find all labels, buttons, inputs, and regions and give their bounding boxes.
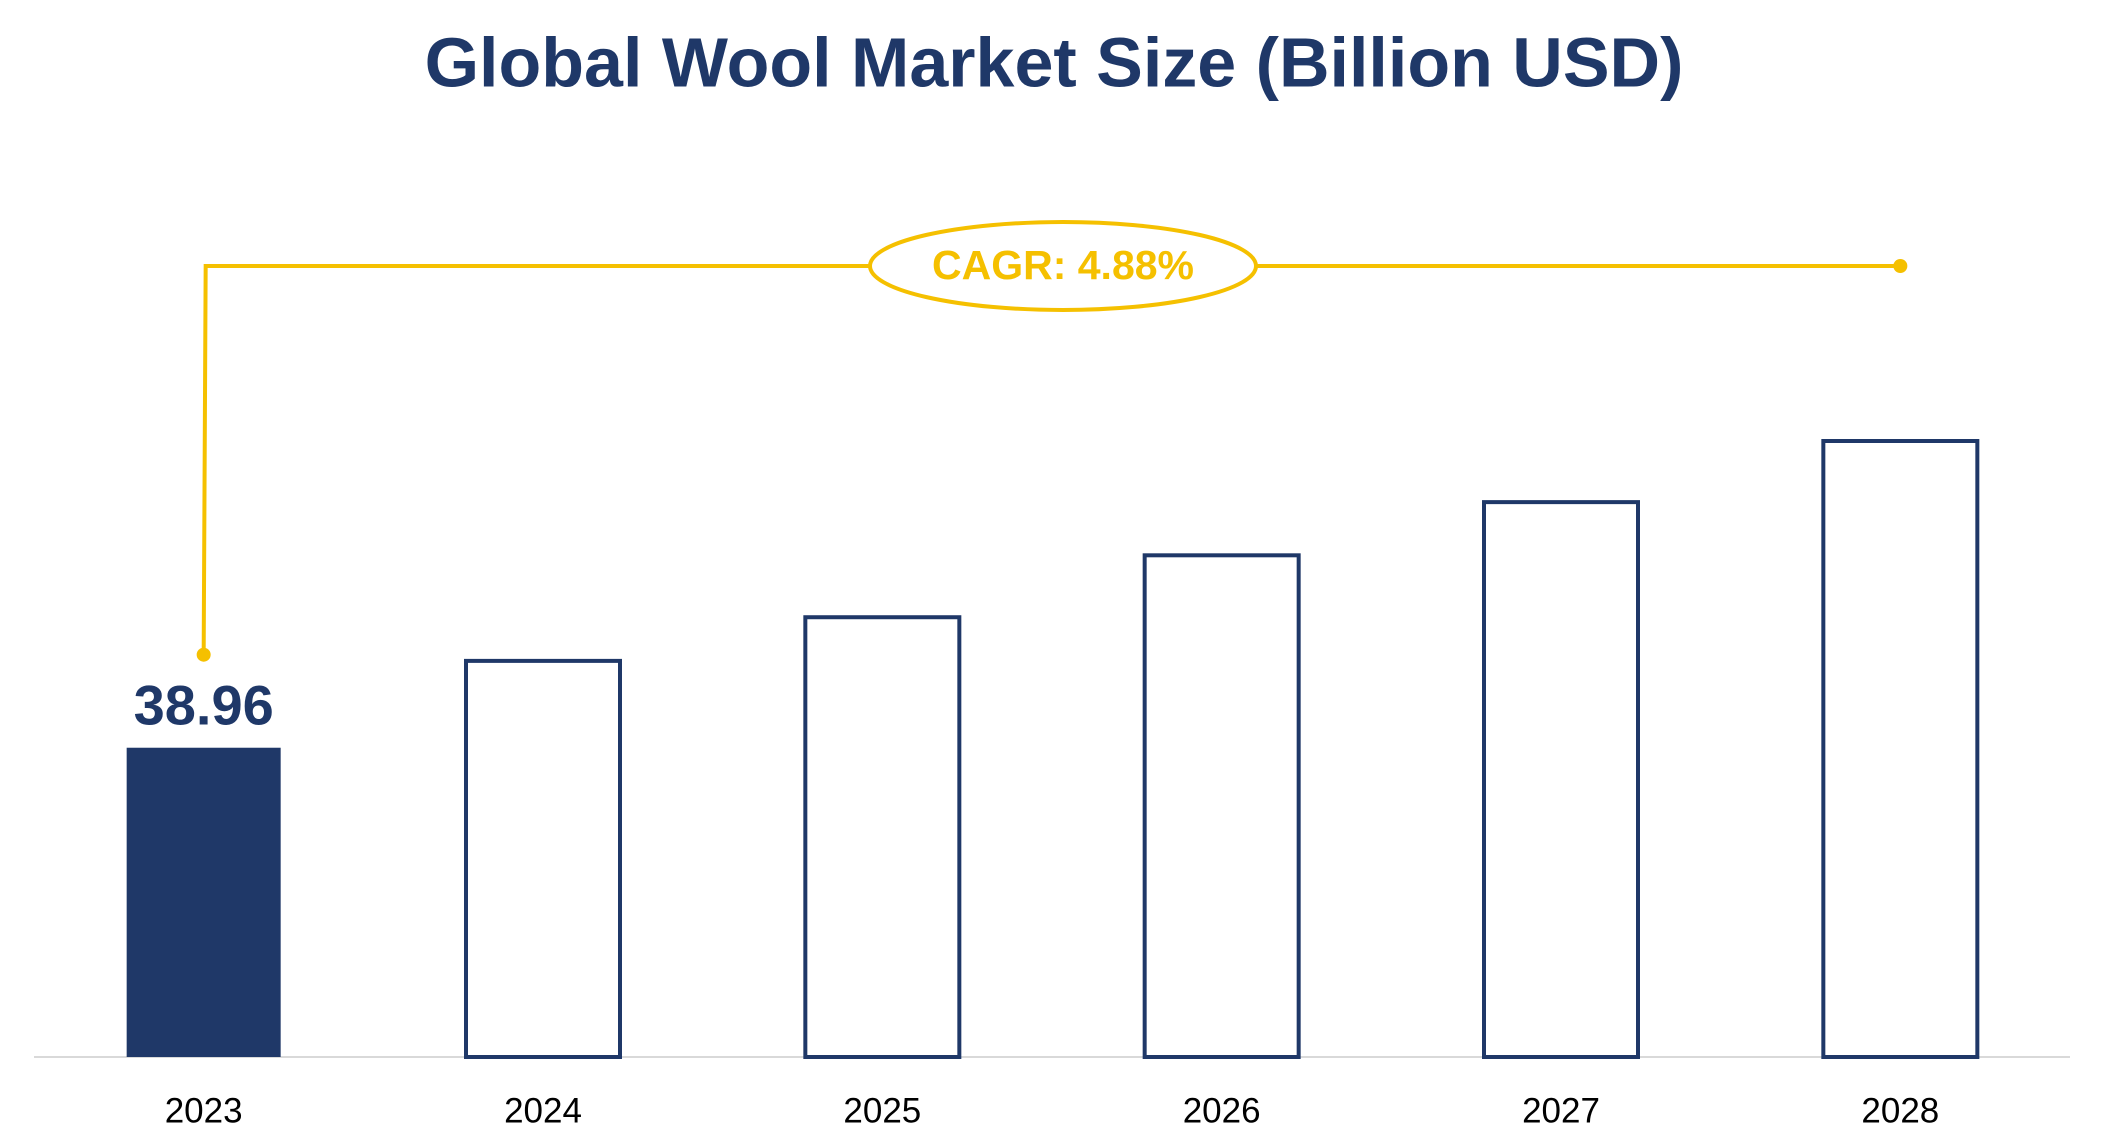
x-tick-label: 2028 — [1861, 1091, 1939, 1125]
data-label: 38.96 — [134, 674, 274, 737]
cagr-ellipse — [868, 220, 1258, 312]
bar — [803, 615, 962, 1059]
cagr-label: CAGR: 4.88% — [932, 242, 1194, 288]
cagr-line — [201, 264, 1901, 655]
bar — [126, 747, 281, 1057]
x-tick-label: 2023 — [165, 1091, 243, 1125]
cagr-dot — [196, 647, 211, 662]
cagr-dot — [1893, 259, 1908, 273]
bar — [1142, 553, 1301, 1059]
chart-title: Global Wool Market Size (Billion USD) — [425, 23, 1684, 101]
bar — [464, 658, 622, 1059]
x-tick-label: 2025 — [843, 1091, 921, 1125]
x-tick-label: 2027 — [1522, 1091, 1600, 1125]
bar — [1821, 439, 1980, 1059]
x-tick-label: 2024 — [504, 1091, 582, 1125]
bar — [1482, 500, 1640, 1059]
x-tick-label: 2026 — [1183, 1091, 1261, 1125]
